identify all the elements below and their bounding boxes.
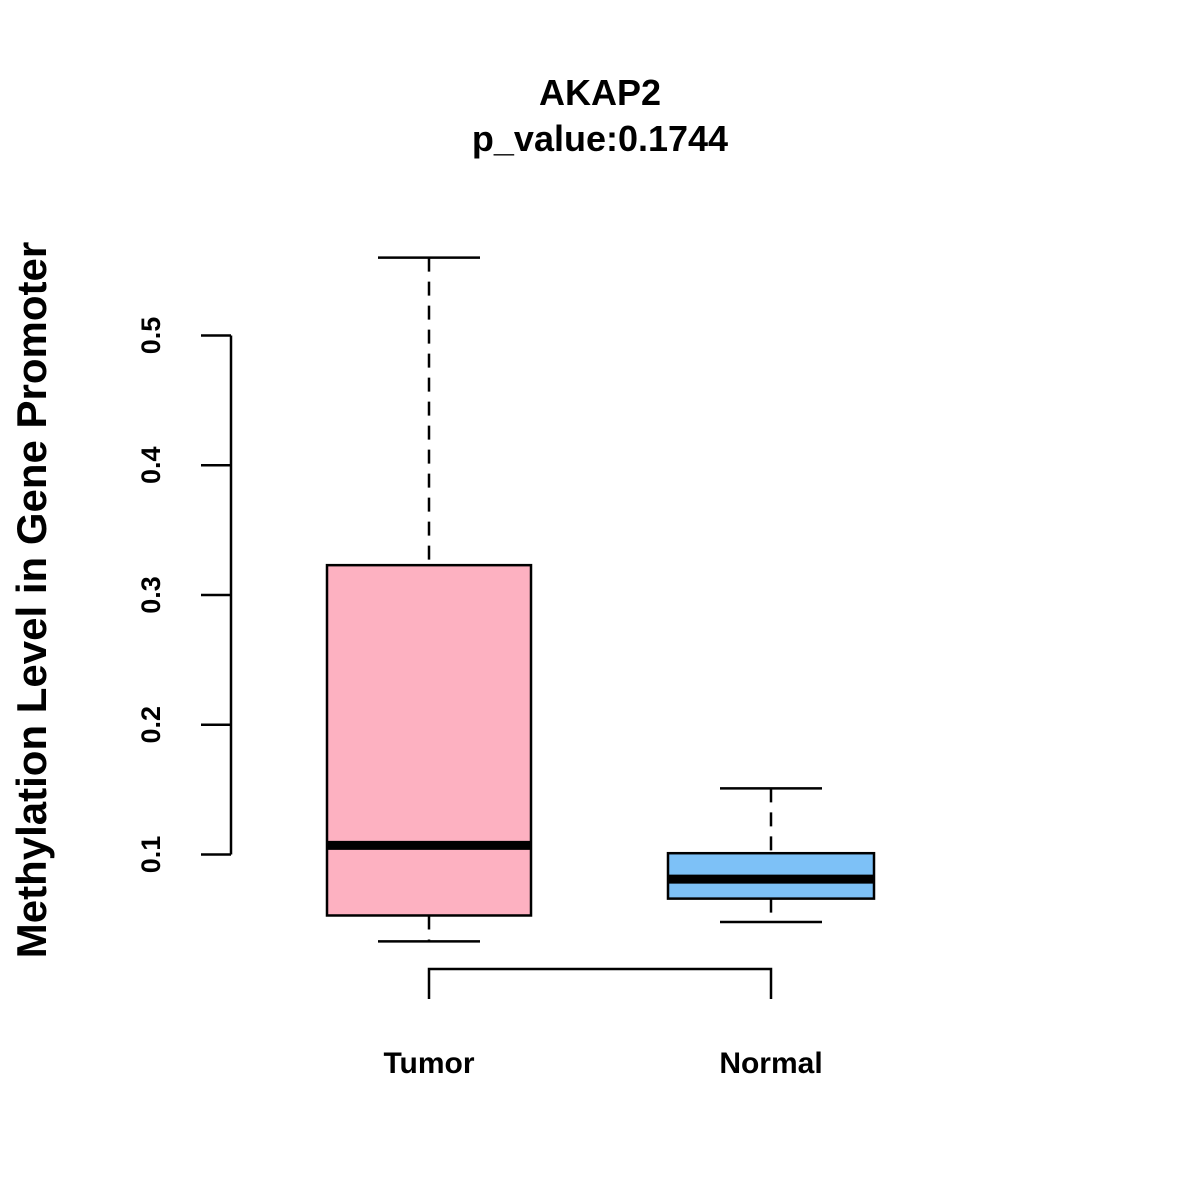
boxes: [325, 256, 876, 943]
category-labels: Tumor Normal: [383, 1047, 822, 1080]
y-tick-label-0: 0.1: [136, 836, 166, 874]
category-label-tumor: Tumor: [383, 1047, 474, 1080]
y-axis: 0.1 0.2 0.3 0.4 0.5: [136, 317, 233, 874]
iqr-box-tumor: [325, 563, 533, 917]
chart-subtitle: p_value:0.1744: [472, 118, 728, 159]
box-tumor: [325, 256, 533, 943]
chart-title: AKAP2: [539, 72, 661, 113]
box-normal: [666, 787, 876, 924]
comparison-bracket: [427, 967, 773, 999]
category-label-normal: Normal: [719, 1047, 822, 1080]
bracket-line: [427, 967, 773, 999]
y-tick-label-4: 0.5: [136, 317, 166, 355]
y-axis-label: Methylation Level in Gene Promoter: [8, 242, 55, 958]
y-tick-label-3: 0.4: [136, 446, 166, 484]
y-tick-label-2: 0.3: [136, 576, 166, 614]
y-tick-label-1: 0.2: [136, 706, 166, 744]
